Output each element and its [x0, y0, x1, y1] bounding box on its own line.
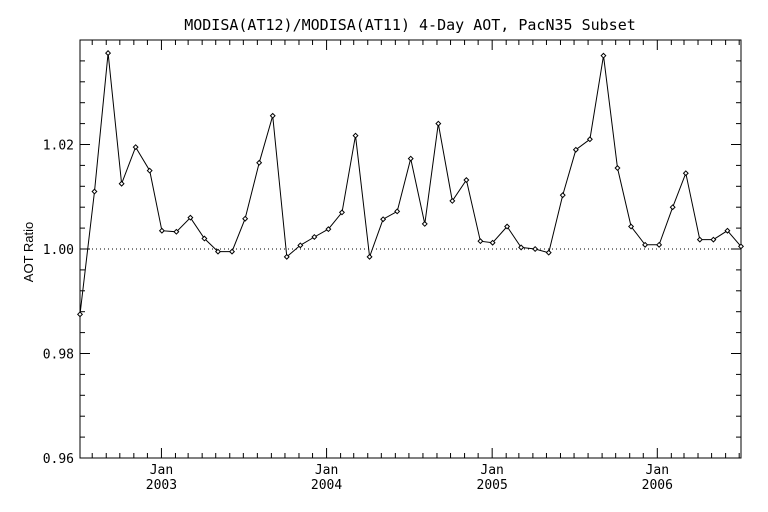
data-point — [682, 170, 689, 177]
chart-title: MODISA(AT12)/MODISA(AT11) 4-Day AOT, Pac… — [184, 16, 636, 34]
x-tick-month: Jan — [480, 463, 503, 478]
data-point — [559, 192, 566, 199]
data-points — [76, 50, 745, 318]
data-point — [173, 228, 180, 235]
data-point — [229, 248, 236, 255]
x-tick-year: 2003 — [146, 478, 177, 493]
data-point — [435, 120, 442, 127]
data-point — [187, 214, 194, 221]
data-point — [532, 245, 539, 253]
data-point — [118, 180, 125, 187]
data-point — [158, 227, 165, 234]
x-tick-year: 2005 — [477, 478, 508, 493]
x-tick-month: Jan — [646, 463, 669, 478]
y-tick-labels: 0.96 0.98 1.00 1.02 — [43, 139, 74, 468]
data-point — [201, 235, 208, 242]
y-tick-label: 0.96 — [43, 452, 74, 467]
data-point — [311, 233, 318, 240]
series-line — [79, 53, 742, 315]
data-point — [338, 209, 345, 216]
data-point — [421, 220, 428, 227]
data-point — [76, 311, 84, 318]
data-point — [394, 208, 401, 215]
data-point — [269, 112, 276, 119]
data-point — [669, 204, 676, 211]
data-point — [132, 144, 139, 151]
data-point — [489, 239, 496, 246]
data-point — [710, 236, 717, 243]
data-point — [696, 236, 703, 243]
axis-ticks — [80, 39, 741, 459]
data-point — [91, 188, 98, 195]
data-point — [380, 216, 387, 223]
data-point — [242, 215, 249, 222]
data-point — [352, 132, 359, 139]
x-tick-year: 2006 — [642, 478, 673, 493]
data-point — [463, 177, 470, 184]
data-point — [572, 146, 579, 153]
data-point — [297, 242, 304, 249]
x-tick-month: Jan — [315, 463, 338, 478]
data-point — [545, 249, 552, 256]
data-point — [504, 223, 511, 230]
data-point — [366, 253, 373, 260]
data-point — [737, 243, 745, 250]
data-point — [642, 241, 649, 248]
data-point — [105, 50, 112, 57]
data-point — [407, 155, 414, 162]
data-point — [724, 227, 731, 234]
data-point — [325, 226, 332, 233]
x-tick-month: Jan — [150, 463, 173, 478]
data-point — [146, 167, 153, 174]
data-point — [283, 253, 290, 260]
data-point — [449, 197, 456, 204]
data-point — [477, 238, 484, 245]
data-point — [256, 159, 263, 166]
data-point — [656, 241, 663, 248]
data-point — [518, 244, 525, 251]
y-tick-label: 0.98 — [43, 348, 74, 363]
data-point — [628, 223, 635, 230]
y-axis-label: AOT Ratio — [21, 222, 36, 282]
data-point — [586, 136, 593, 143]
x-tick-year: 2004 — [311, 478, 342, 493]
data-point — [614, 165, 621, 172]
data-point — [600, 52, 607, 59]
y-tick-label: 1.02 — [43, 139, 74, 154]
data-point — [214, 248, 221, 255]
y-tick-label: 1.00 — [43, 243, 74, 258]
plot-frame — [79, 39, 742, 459]
